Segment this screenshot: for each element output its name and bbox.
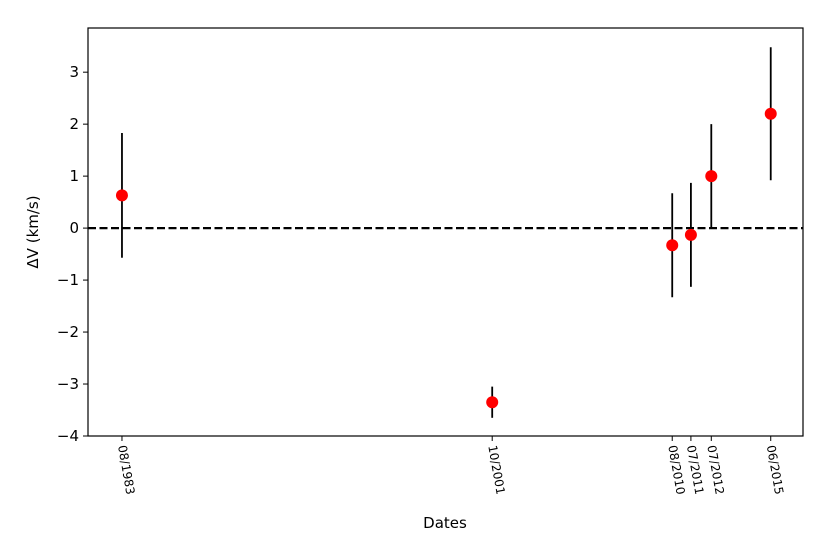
point: [764, 107, 777, 120]
y-tick-label: −4: [57, 427, 79, 445]
y-tick-label: 3: [69, 63, 79, 81]
y-tick-label: −2: [57, 323, 79, 341]
x-tick-label: 10/2001: [485, 444, 507, 496]
x-axis-label: Dates: [423, 514, 467, 532]
y-tick-label: 1: [69, 167, 79, 185]
point: [486, 396, 499, 409]
y-tick-label: −1: [57, 271, 79, 289]
point: [684, 228, 697, 241]
x-tick-label: 08/1983: [115, 444, 137, 496]
plot-frame: [87, 27, 804, 437]
x-tick-label: 07/2012: [704, 444, 726, 496]
y-axis-label: ΔV (km/s): [24, 195, 42, 268]
y-tick-label: 2: [69, 115, 79, 133]
x-tick-label: 06/2015: [764, 444, 786, 496]
point: [666, 239, 679, 252]
point: [115, 189, 128, 202]
x-tick-label: 08/2010: [665, 444, 687, 496]
point: [705, 170, 718, 183]
y-tick-label: 0: [69, 219, 79, 237]
y-tick-label: −3: [57, 375, 79, 393]
